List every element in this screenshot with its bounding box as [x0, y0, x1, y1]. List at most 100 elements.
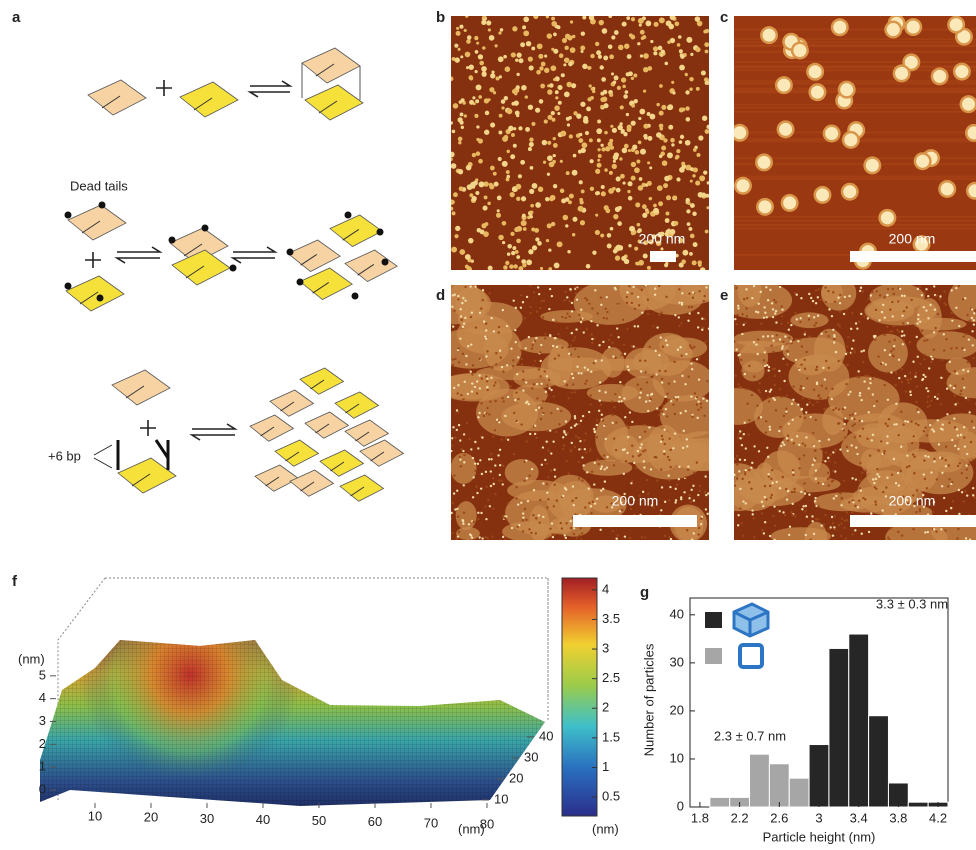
- afm-speck: [734, 484, 736, 486]
- afm-particle: [679, 140, 683, 144]
- afm-speck: [626, 452, 628, 454]
- afm-speck: [599, 399, 601, 401]
- afm-speck: [618, 400, 620, 402]
- afm-speck: [629, 537, 631, 539]
- afm-particle: [535, 237, 539, 241]
- afm-speck: [552, 345, 554, 347]
- afm-particle: [481, 20, 486, 25]
- afm-speck: [646, 381, 648, 383]
- afm-particle: [591, 87, 594, 90]
- afm-speck: [693, 532, 695, 534]
- afm-speck: [798, 444, 800, 446]
- afm-particle: [689, 77, 693, 81]
- afm-particle: [551, 17, 555, 21]
- afm-particle: [503, 55, 507, 59]
- afm-speck: [631, 302, 633, 304]
- afm-speck: [637, 384, 639, 386]
- afm-speck: [572, 485, 574, 487]
- afm-particle: [567, 123, 570, 126]
- afm-speck: [860, 399, 862, 401]
- afm-speck: [562, 448, 564, 450]
- afm-speck: [903, 310, 905, 312]
- afm-speck: [828, 528, 830, 530]
- afm-speck: [819, 397, 821, 399]
- afm-particle: [458, 141, 461, 144]
- afm-particle: [625, 90, 629, 94]
- afm-speck: [676, 399, 678, 401]
- afm-particle: [638, 117, 641, 120]
- afm-speck: [814, 449, 816, 451]
- afm-speck: [808, 293, 810, 295]
- afm-speck: [517, 503, 519, 505]
- afm-particle: [499, 75, 502, 78]
- afm-speck: [906, 454, 908, 456]
- afm-speck: [926, 487, 928, 489]
- afm-speck: [773, 539, 775, 541]
- afm-particle: [633, 74, 637, 78]
- afm-domain: [739, 343, 768, 373]
- afm-streak: [734, 111, 976, 113]
- afm-speck: [880, 363, 882, 365]
- afm-speck: [962, 369, 964, 371]
- afm-speck: [764, 521, 766, 523]
- afm-speck: [662, 404, 664, 406]
- afm-speck: [472, 476, 474, 478]
- afm-speck: [891, 315, 893, 317]
- afm-speck: [521, 358, 523, 360]
- afm-speck: [460, 319, 462, 321]
- afm-particle: [490, 73, 495, 78]
- afm-particle: [825, 127, 838, 140]
- panel-f: 012345(nm)102030405060708010203040(nm)0.…: [18, 578, 620, 836]
- panel-label: g: [640, 584, 649, 601]
- afm-speck: [459, 439, 461, 441]
- afm-speck: [602, 419, 604, 421]
- afm-speck: [956, 428, 958, 430]
- afm-speck: [456, 392, 458, 394]
- afm-speck: [953, 387, 955, 389]
- afm-particle: [666, 195, 671, 200]
- afm-speck: [604, 308, 606, 310]
- afm-speck: [631, 480, 633, 482]
- afm-speck: [517, 356, 519, 358]
- afm-speck: [452, 502, 454, 504]
- afm-speck: [869, 378, 871, 380]
- afm-speck: [781, 347, 783, 349]
- afm-particle: [618, 45, 624, 51]
- afm-particle: [562, 38, 567, 43]
- afm-speck: [744, 322, 746, 324]
- afm-speck: [851, 477, 853, 479]
- afm-particle: [622, 22, 627, 27]
- afm-particle: [689, 88, 692, 91]
- afm-particle: [506, 170, 510, 174]
- afm-speck: [498, 331, 500, 333]
- afm-particle: [485, 222, 489, 226]
- afm-speck: [848, 501, 850, 503]
- afm-speck: [691, 368, 693, 370]
- afm-speck: [588, 411, 590, 413]
- legend-swatch: [705, 612, 722, 628]
- afm-particle: [649, 197, 653, 201]
- afm-particle: [656, 132, 662, 138]
- afm-speck: [649, 346, 651, 348]
- afm-speck: [851, 312, 853, 314]
- afm-speck: [815, 302, 817, 304]
- afm-particle: [512, 246, 516, 250]
- afm-speck: [575, 435, 577, 437]
- afm-speck: [886, 477, 888, 479]
- tail-end: [97, 295, 104, 302]
- afm-streak: [734, 61, 976, 63]
- afm-speck: [817, 314, 819, 316]
- afm-speck: [608, 339, 610, 341]
- afm-particle: [686, 37, 692, 43]
- scale-bar: [850, 515, 976, 527]
- afm-speck: [627, 365, 629, 367]
- afm-particle: [597, 148, 600, 151]
- afm-particle: [698, 263, 702, 267]
- afm-particle: [519, 58, 524, 63]
- afm-particle: [514, 227, 519, 232]
- afm-speck: [550, 469, 552, 471]
- afm-speck: [526, 296, 528, 298]
- afm-speck: [580, 372, 582, 374]
- afm-particle: [553, 143, 558, 148]
- afm-speck: [780, 322, 782, 324]
